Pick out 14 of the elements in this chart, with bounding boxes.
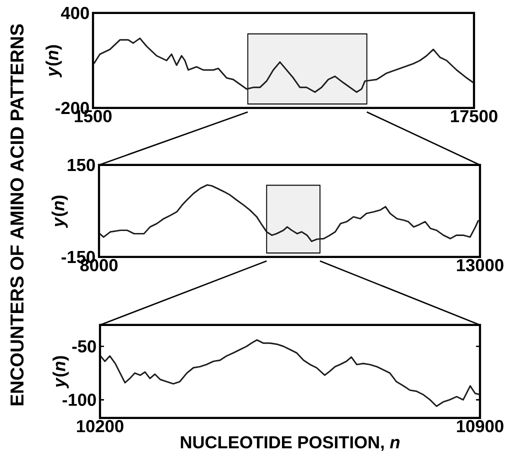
x-tick-label: 10200 [76, 420, 124, 432]
y-tick-label: -50 [72, 340, 96, 353]
x-tick-label: 17500 [450, 110, 498, 122]
text: ENCOUNTERS OF AMINO ACID PATTERNS [10, 24, 24, 406]
y-axis-title: y(n) [52, 196, 68, 228]
y-tick-label: 400 [60, 6, 89, 20]
y-tick-label: -100 [62, 394, 96, 406]
x-axis-title: NUCLEOTIDE POSITION, n [180, 436, 400, 451]
y-tick-label: 150 [68, 158, 95, 172]
line-series [99, 184, 480, 242]
y-axis-title: y(n) [52, 356, 69, 388]
y-axis-title: y(n) [46, 45, 62, 78]
x-tick-label: 10900 [456, 420, 504, 432]
x-tick-label: 13000 [456, 259, 504, 272]
